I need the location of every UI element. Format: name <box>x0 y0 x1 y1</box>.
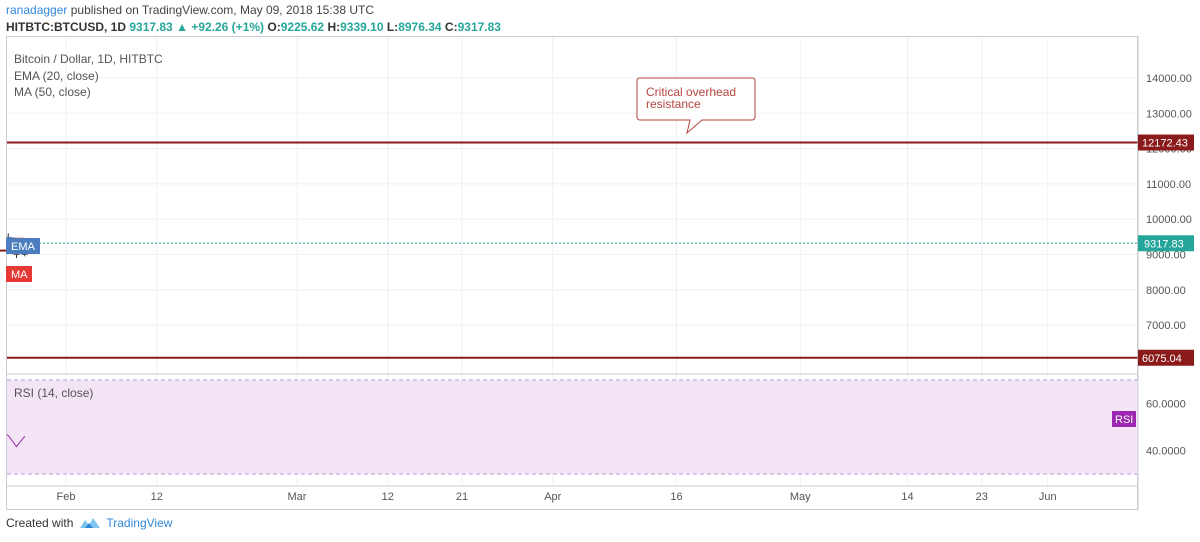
ma-legend[interactable]: MA (50, close) <box>14 85 91 99</box>
price-change: +92.26 (+1%) <box>191 20 265 34</box>
time-tick-label: Jun <box>1039 491 1057 503</box>
high-value: 9339.10 <box>340 20 384 34</box>
created-with: Created with <box>6 516 74 530</box>
time-tick-label: Apr <box>544 491 561 503</box>
level-tag-label: 12172.43 <box>1142 138 1188 150</box>
ema-tag-label: EMA <box>11 241 36 253</box>
rsi-tag <box>1112 411 1136 427</box>
publish-line: ranadagger published on TradingView.com,… <box>6 3 374 17</box>
price-tick-label: 14000.00 <box>1146 73 1192 85</box>
footer: Created with TradingView <box>6 516 172 530</box>
time-tick-label: 21 <box>456 491 468 503</box>
price-tick-label: 9000.00 <box>1146 250 1186 262</box>
level-tag <box>1138 349 1194 366</box>
callout-bubble <box>636 77 756 135</box>
brand-label: TradingView <box>106 516 173 530</box>
last-price: 9317.83 <box>129 20 173 34</box>
rsi-band <box>7 380 1138 474</box>
price-tick-label: 13000.00 <box>1146 108 1192 120</box>
time-tick-label: 23 <box>976 491 988 503</box>
time-tick-label: Mar <box>288 491 307 503</box>
price-tick-label: 7000.00 <box>1146 320 1186 332</box>
high-label: H: <box>327 20 341 34</box>
last-price-tag-label: 9317.83 <box>1144 238 1184 250</box>
close-value: 9317.83 <box>457 20 501 34</box>
low-label: L: <box>386 20 399 34</box>
price-tick-label: 10000.00 <box>1146 214 1192 226</box>
author-link[interactable]: ranadagger <box>6 3 68 17</box>
tradingview-logo-icon <box>80 518 101 528</box>
time-tick-label: Feb <box>57 491 76 503</box>
rsi-tick-label: 60.0000 <box>1146 399 1186 411</box>
rsi-axis[interactable]: 40.0000 60.0000 <box>1146 399 1186 458</box>
up-arrow-icon: ▲ <box>176 20 188 34</box>
rsi-tag-label: RSI <box>1115 414 1133 426</box>
price-tick-label: 8000.00 <box>1146 285 1186 297</box>
ema-line <box>7 236 25 240</box>
ma-tag-label: MA <box>11 269 28 281</box>
time-tick-label: 12 <box>382 491 394 503</box>
time-tick-label: 14 <box>901 491 913 503</box>
callout-line-1: Critical overhead <box>646 85 736 99</box>
time-axis[interactable]: Feb 12 Mar 12 21 Apr 16 May 14 23 Jun <box>57 491 1057 503</box>
open-label: O: <box>267 20 281 34</box>
close-label: C: <box>444 20 458 34</box>
callout-line-2: resistance <box>646 97 701 111</box>
ma-tag <box>6 266 32 282</box>
symbol-line: HITBTC:BTCUSD, 1D 9317.83 ▲ +92.26 (+1%)… <box>6 20 501 34</box>
low-value: 8976.34 <box>398 20 442 34</box>
tradingview-brand[interactable]: TradingView <box>79 516 172 530</box>
symbol[interactable]: HITBTC:BTCUSD, 1D <box>6 20 126 34</box>
time-tick-label: 16 <box>670 491 682 503</box>
rsi-tick-label: 40.0000 <box>1146 446 1186 458</box>
level-tag <box>1138 134 1194 151</box>
chart-title: Bitcoin / Dollar, 1D, HITBTC <box>14 52 163 66</box>
price-chart[interactable]: 7000.008000.009000.0010000.0011000.00120… <box>0 0 1200 512</box>
last-price-tag <box>1138 235 1194 252</box>
time-tick-label: 12 <box>151 491 163 503</box>
price-axis[interactable]: 7000.008000.009000.0010000.0011000.00120… <box>1146 73 1192 332</box>
ema-tag <box>6 238 40 254</box>
price-tick-label: 11000.00 <box>1146 179 1191 191</box>
candle <box>0 232 3 239</box>
time-tick-label: May <box>790 491 811 503</box>
rsi-legend[interactable]: RSI (14, close) <box>14 386 93 400</box>
annotation-callout[interactable]: Critical overhead resistance <box>636 77 756 135</box>
ema-legend[interactable]: EMA (20, close) <box>14 69 99 83</box>
open-value: 9225.62 <box>280 20 325 34</box>
published-text: published on TradingView.com, May 09, 20… <box>70 3 375 17</box>
level-tag-label: 6075.04 <box>1142 353 1182 365</box>
